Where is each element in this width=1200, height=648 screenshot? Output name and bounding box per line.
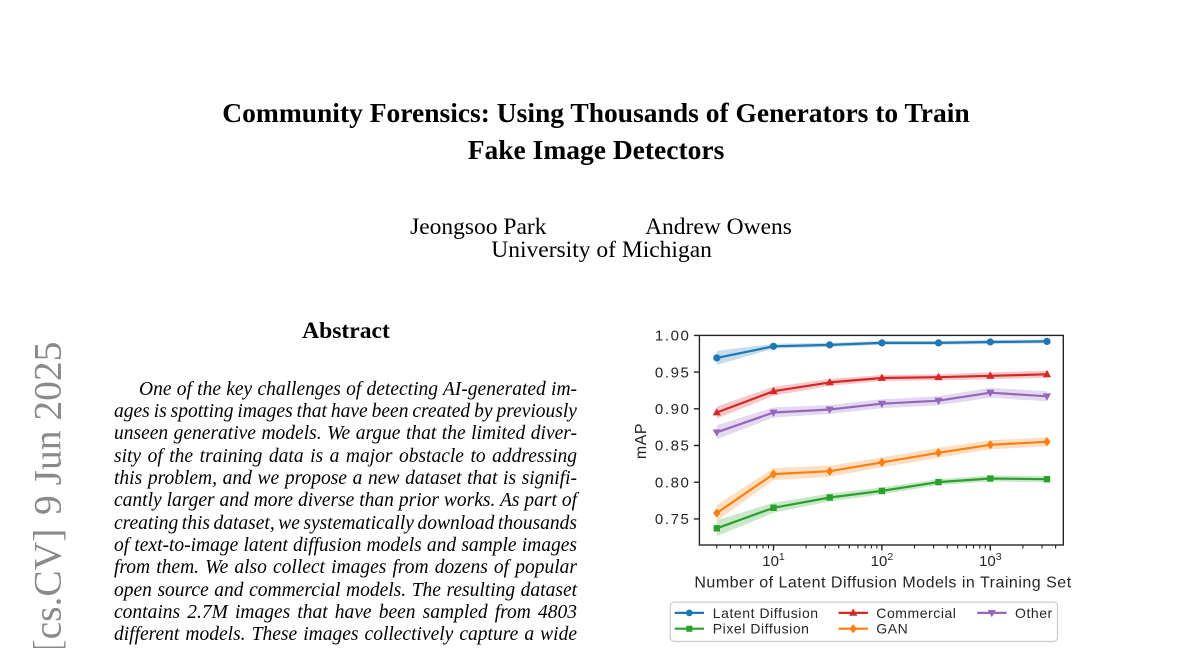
svg-text:Number of Latent Diffusion Mod: Number of Latent Diffusion Models in Tra… bbox=[694, 575, 1071, 592]
svg-text:1.00: 1.00 bbox=[655, 328, 691, 345]
svg-text:0.80: 0.80 bbox=[655, 474, 691, 491]
svg-text:101: 101 bbox=[762, 551, 785, 570]
svg-text:Latent Diffusion: Latent Diffusion bbox=[713, 605, 819, 621]
svg-text:Commercial: Commercial bbox=[876, 605, 956, 621]
svg-text:[cs.CV]: [cs.CV] bbox=[26, 529, 70, 648]
svg-text:0.85: 0.85 bbox=[655, 438, 691, 455]
svg-text:mAP: mAP bbox=[633, 423, 650, 459]
svg-text:0.90: 0.90 bbox=[655, 401, 691, 418]
svg-text:Other: Other bbox=[1015, 605, 1053, 621]
svg-text:0.75: 0.75 bbox=[655, 511, 691, 528]
svg-text:102: 102 bbox=[871, 551, 894, 570]
svg-text:9 Jun 2025: 9 Jun 2025 bbox=[26, 342, 70, 515]
svg-text:0.95: 0.95 bbox=[655, 364, 691, 381]
svg-text:Pixel Diffusion: Pixel Diffusion bbox=[713, 621, 810, 637]
svg-text:103: 103 bbox=[979, 551, 1002, 570]
svg-text:GAN: GAN bbox=[876, 621, 908, 637]
